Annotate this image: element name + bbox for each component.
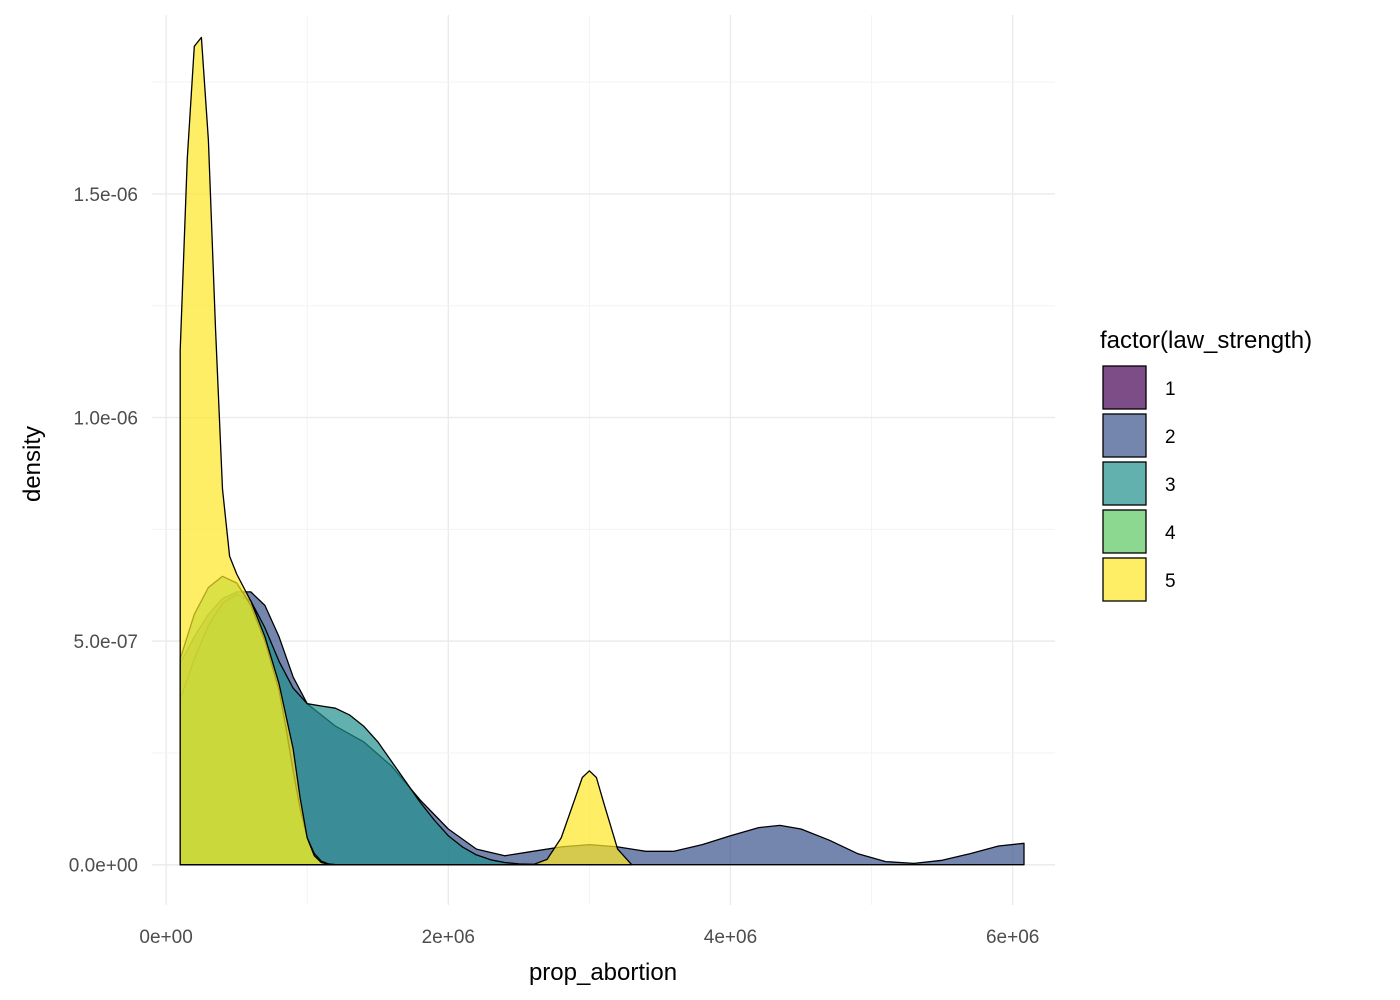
legend-label-2: 2 <box>1165 427 1176 448</box>
y-tick-label: 0.0e+00 <box>69 856 138 877</box>
legend-key-2 <box>1102 413 1147 458</box>
x-axis-title: prop_abortion <box>529 959 677 986</box>
y-axis-ticks: 0.0e+00 5.0e-07 1.0e-06 1.5e-06 <box>69 185 138 877</box>
legend-items: 1 2 3 4 5 <box>1102 365 1176 602</box>
density-areas <box>179 36 1025 866</box>
x-tick-label: 6e+06 <box>986 927 1039 948</box>
legend-key-3 <box>1102 461 1147 506</box>
legend: factor(law_strength) 1 2 3 4 5 <box>1100 327 1312 602</box>
y-tick-label: 1.0e-06 <box>74 409 138 430</box>
x-tick-label: 4e+06 <box>704 927 757 948</box>
y-tick-label: 1.5e-06 <box>74 185 138 206</box>
density-area-5 <box>179 36 633 866</box>
legend-label-3: 3 <box>1165 475 1176 496</box>
y-tick-label: 5.0e-07 <box>74 632 138 653</box>
legend-key-1 <box>1102 365 1147 410</box>
legend-label-1: 1 <box>1165 379 1176 400</box>
legend-key-5 <box>1102 557 1147 602</box>
legend-label-4: 4 <box>1165 523 1176 544</box>
x-tick-label: 0e+00 <box>139 927 192 948</box>
x-tick-label: 2e+06 <box>422 927 475 948</box>
x-axis-ticks: 0e+00 2e+06 4e+06 6e+06 <box>139 927 1039 948</box>
legend-key-4 <box>1102 509 1147 554</box>
legend-label-5: 5 <box>1165 571 1176 592</box>
grid-lines <box>152 15 1055 905</box>
y-axis-title: density <box>19 426 46 502</box>
legend-title: factor(law_strength) <box>1100 327 1312 354</box>
